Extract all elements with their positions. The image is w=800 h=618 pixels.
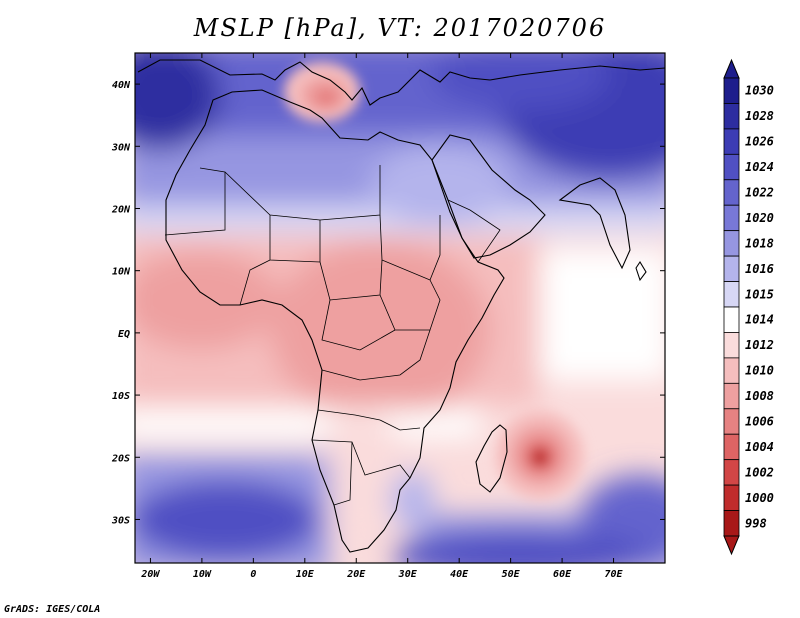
colorbar-label: 1006 [745, 415, 774, 429]
longitude-axis: 20W 10W 0 10E 20E 30E 40E 50E 60E 70E [140, 53, 624, 580]
lat-tick-label: 20S [111, 453, 130, 464]
pressure-field [135, 53, 665, 563]
colorbar-swatch [723, 255, 740, 282]
colorbar-label: 1024 [745, 160, 774, 174]
colorbar-label: 1000 [745, 491, 774, 505]
colorbar-label: 1028 [745, 109, 774, 123]
colorbar-label: 1015 [745, 287, 774, 301]
colorbar-swatch [723, 128, 740, 155]
lat-tick-label: 30N [111, 142, 131, 153]
colorbar-label: 1030 [745, 84, 774, 98]
lon-tick-label: 70E [605, 569, 624, 580]
lat-tick-label: 10S [112, 391, 130, 402]
colorbar-bottom-arrow [723, 535, 740, 556]
colorbar-swatch [723, 382, 740, 410]
lon-tick-label: 30E [398, 569, 418, 580]
lat-tick-label: 30S [111, 515, 130, 526]
colorbar-label: 1008 [745, 389, 774, 403]
colorbar-label: 1014 [745, 313, 774, 327]
lon-tick-label: 10W [193, 569, 212, 580]
colorbar-swatch [723, 77, 740, 104]
colorbar-label: 1016 [745, 262, 774, 276]
colorbar-label: 1026 [745, 135, 774, 149]
map-frame [134, 52, 666, 564]
colorbar-swatch [723, 332, 740, 359]
lon-tick-label: 50E [502, 569, 521, 580]
lon-tick-label: 60E [553, 569, 572, 580]
map-title: MSLP [hPa], VT: 2017020706 [193, 14, 607, 42]
lon-tick-label: 40E [450, 569, 469, 580]
country-borders [164, 165, 501, 506]
colorbar-label: 1004 [745, 440, 774, 454]
colorbar-label: 1022 [745, 186, 774, 200]
colorbar-swatch [723, 103, 740, 130]
lat-tick-label: 10N [112, 267, 131, 278]
colorbar-swatch [723, 306, 740, 333]
colorbar-label: 1002 [745, 465, 774, 479]
colorbar-label: 1018 [745, 236, 774, 250]
lat-tick-label: 40N [112, 80, 131, 91]
colorbar-swatch [723, 459, 740, 486]
colorbar-swatch [723, 179, 740, 206]
colorbar-swatch [723, 510, 740, 537]
colorbar-swatch [723, 281, 740, 308]
lon-tick-label: 10E [296, 569, 315, 580]
colorbar-label: 1010 [745, 364, 774, 378]
lon-tick-label: 0 [250, 569, 256, 580]
colorbar-swatch [723, 357, 740, 384]
lat-tick-label: 20N [111, 204, 131, 215]
colorbar-swatch [723, 433, 740, 461]
colorbar-swatch [723, 484, 740, 511]
colorbar-label: 1020 [745, 211, 774, 225]
colorbar-swatch [723, 204, 740, 232]
latitude-axis: 40N 30N 20N 10N EQ 10S 20S 30S [111, 80, 665, 526]
colorbar-label: 1012 [745, 338, 774, 352]
colorbar-swatch [723, 153, 740, 181]
colorbar-swatch [723, 230, 740, 257]
lon-tick-label: 20E [346, 569, 366, 580]
colorbar-swatch [723, 408, 740, 435]
lon-tick-label: 20W [140, 569, 160, 580]
lat-tick-label: EQ [118, 329, 130, 340]
colorbar-label: 998 [745, 516, 767, 530]
grads-credit: GrADS: IGES/COLA [4, 604, 101, 615]
colorbar: 1030 1028 1026 1024 1022 1020 1018 1016 1015 1014… [723, 58, 774, 556]
colorbar-top-arrow [723, 58, 740, 79]
